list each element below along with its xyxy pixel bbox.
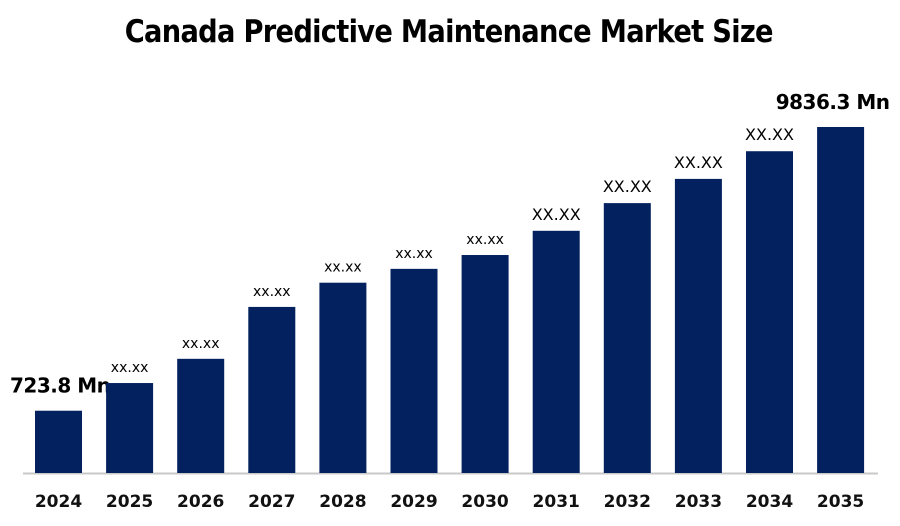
bar-2033	[674, 178, 722, 473]
x-tick-label: 2032	[604, 492, 651, 512]
bar-2025	[106, 383, 154, 473]
x-tick-label: 2034	[746, 492, 793, 512]
bar-2028	[319, 282, 367, 473]
data-label: xx.xx	[395, 246, 433, 262]
bar-2030	[461, 255, 509, 473]
chart-title: Canada Predictive Maintenance Market Siz…	[124, 14, 774, 50]
data-label: XX.XX	[745, 125, 794, 144]
data-label: xx.xx	[324, 260, 362, 276]
data-label: xx.xx	[182, 336, 220, 352]
data-label: XX.XX	[603, 177, 652, 196]
x-tick-label: 2030	[461, 492, 508, 512]
bar-2027	[248, 306, 296, 473]
bar-2032	[603, 203, 651, 473]
x-tick-label: 2028	[319, 492, 366, 512]
data-label: 723.8 Mn	[10, 374, 110, 398]
x-tick-label: 2027	[248, 492, 295, 512]
data-label: xx.xx	[111, 360, 149, 376]
x-tick-label: 2035	[817, 492, 864, 512]
bar-2035	[817, 127, 865, 473]
bar-2029	[390, 268, 438, 473]
data-label: XX.XX	[674, 153, 723, 172]
data-label: xx.xx	[253, 284, 291, 300]
x-tick-label: 2031	[533, 492, 580, 512]
x-tick-label: 2024	[35, 492, 82, 512]
bar-2031	[532, 230, 580, 473]
data-label: XX.XX	[532, 205, 581, 224]
bar-2026	[177, 358, 225, 473]
data-label: xx.xx	[466, 232, 504, 248]
bar-2024	[35, 410, 82, 473]
bar-2034	[746, 151, 793, 473]
x-tick-label: 2026	[177, 492, 224, 512]
x-tick-label: 2025	[106, 492, 153, 512]
x-tick-label: 2033	[675, 492, 722, 512]
x-tick-label: 2029	[390, 492, 437, 512]
data-label: 9836.3 Mn	[776, 90, 890, 114]
